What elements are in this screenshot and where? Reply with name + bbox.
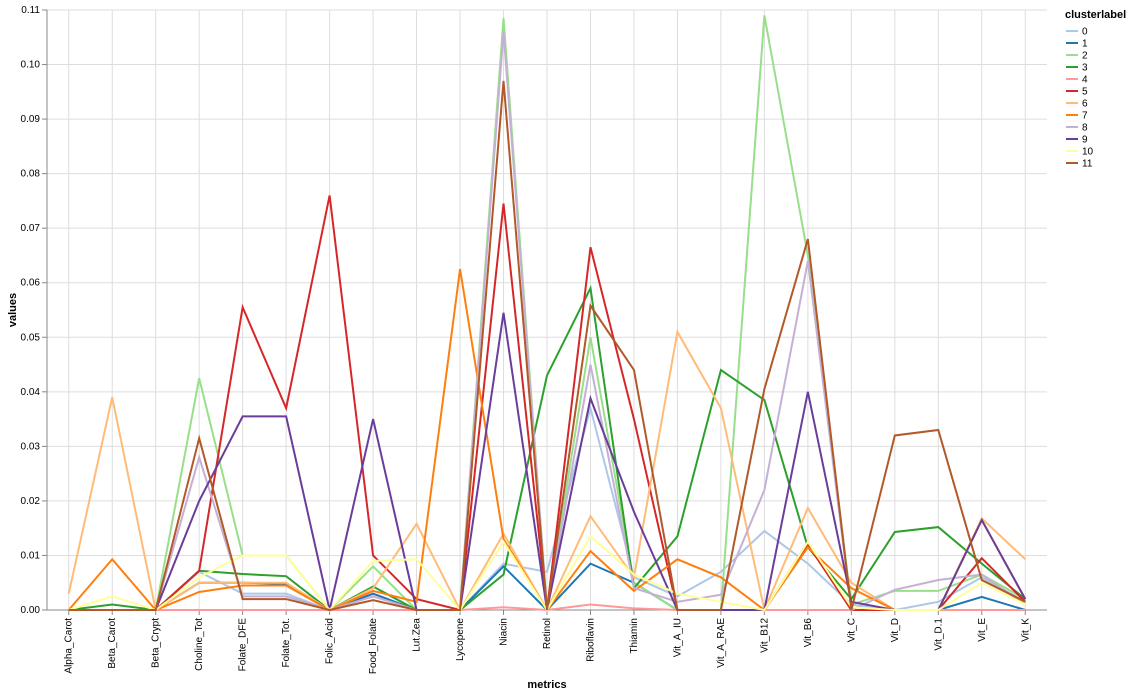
- x-tick-label: Lut.Zea: [412, 618, 423, 652]
- legend-label-3: 3: [1082, 63, 1088, 74]
- y-tick-label: 0.01: [21, 550, 41, 561]
- x-tick-label: Folate_Tot.: [281, 618, 292, 667]
- x-tick-label: Retinol: [542, 618, 553, 649]
- x-axis: Alpha_Carot Beta_Carot Beta_Crypt Choline_T…: [47, 609, 1047, 675]
- series-lines: [67, 15, 1027, 614]
- legend-label-7: 7: [1082, 111, 1088, 122]
- y-tick-label: 0.05: [21, 332, 41, 343]
- x-tick-label: Vit_C: [846, 618, 857, 642]
- gridlines: [47, 9, 1047, 611]
- x-tick-label: Vit_E: [977, 618, 988, 642]
- legend-label-6: 6: [1082, 99, 1088, 110]
- x-tick-label: Vit_A_RAE: [716, 618, 727, 668]
- x-tick-label: Vit_B12: [759, 618, 770, 653]
- x-tick-label: Choline_Tot: [194, 618, 205, 671]
- y-tick-label: 0.06: [21, 278, 41, 289]
- x-tick-label: Riboflavin: [585, 618, 596, 662]
- y-tick-label: 0.08: [21, 169, 41, 180]
- y-tick-label: 0.03: [21, 441, 41, 452]
- x-tick-label: Folate_DFE: [238, 618, 249, 672]
- legend-label-8: 8: [1082, 123, 1088, 134]
- x-tick-label: Beta_Carot: [107, 618, 118, 669]
- x-tick-label: Beta_Crypt: [151, 618, 162, 668]
- legend-title: clusterlabel: [1065, 9, 1126, 21]
- legend-label-1: 1: [1082, 39, 1088, 50]
- y-tick-label: 0.00: [21, 605, 41, 616]
- x-tick-label: Niacin: [499, 618, 510, 646]
- y-axis: 0.00 0.01 0.02 0.03 0.04 0.05 0.06 0.07 0.08 0.09…: [21, 5, 48, 616]
- x-tick-label: Alpha_Carot: [64, 618, 75, 674]
- x-tick-label: Folic_Acid: [325, 618, 336, 664]
- x-axis-title: metrics: [527, 679, 566, 691]
- x-tick-label: Vit_A_IU: [672, 618, 683, 657]
- y-tick-label: 0.10: [21, 60, 41, 71]
- y-tick-label: 0.02: [21, 496, 41, 507]
- legend-label-5: 5: [1082, 87, 1088, 98]
- series-line-11: [68, 80, 1026, 612]
- y-tick-label: 0.07: [21, 223, 41, 234]
- legend-label-0: 0: [1082, 27, 1088, 38]
- legend-label-9: 9: [1082, 135, 1088, 146]
- x-tick-label: Lycopene: [455, 618, 466, 661]
- y-tick-label: 0.09: [21, 114, 41, 125]
- x-tick-label: Vit_D.1: [933, 618, 944, 651]
- x-tick-label: Food_Folate: [368, 618, 379, 675]
- x-tick-label: Vit_D: [890, 618, 901, 642]
- legend-label-11: 11: [1082, 159, 1093, 170]
- x-tick-label: Thiamin: [629, 618, 640, 654]
- legend-label-10: 10: [1082, 147, 1094, 158]
- y-tick-label: 0.11: [21, 5, 40, 16]
- series-line-3: [68, 284, 1026, 612]
- legend-label-4: 4: [1082, 75, 1088, 86]
- x-tick-label: Vit_K: [1020, 618, 1031, 642]
- x-tick-label: Vit_B6: [803, 618, 814, 648]
- y-axis-title: values: [7, 293, 19, 327]
- legend-label-2: 2: [1082, 51, 1088, 62]
- series-line-0: [68, 404, 1026, 612]
- y-tick-label: 0.04: [21, 387, 41, 398]
